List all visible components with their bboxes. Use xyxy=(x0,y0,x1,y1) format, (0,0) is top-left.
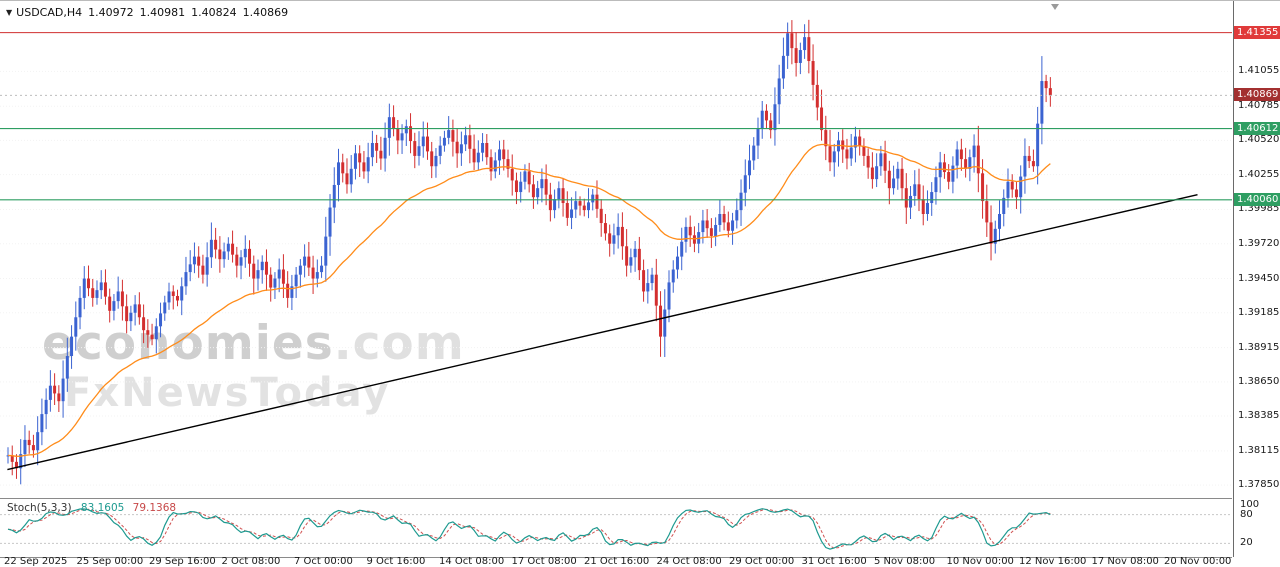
chart-shift-marker[interactable] xyxy=(1050,4,1059,10)
time-axis-label: 21 Oct 16:00 xyxy=(584,556,650,567)
ohlc-close-value: 1.40869 xyxy=(242,6,289,19)
price-tick-label: 1.38385 xyxy=(1238,410,1280,422)
price-tick-label: 1.38915 xyxy=(1238,341,1280,353)
stoch-level-label: 100 xyxy=(1240,499,1260,510)
price-axis[interactable]: 1.41055 1.40785 1.40520 1.40255 1.39985 1.397… xyxy=(1233,1,1280,557)
price-tick-label: 1.41055 xyxy=(1238,65,1280,77)
time-axis-label: 20 Nov 00:00 xyxy=(1164,556,1232,567)
time-axis-label: 10 Nov 00:00 xyxy=(946,556,1014,567)
stochastic-canvas[interactable] xyxy=(0,499,1232,557)
main-chart-canvas[interactable] xyxy=(0,1,1232,498)
stochastic-label: Stoch(5,3,3) 83.1605 79.1368 xyxy=(7,502,176,514)
time-axis[interactable]: 22 Sep 2025 25 Sep 00:00 29 Sep 16:00 2 Oct… xyxy=(0,556,1280,567)
watermark-brand: economies xyxy=(42,316,334,371)
stoch-indicator-name: Stoch(5,3,3) xyxy=(7,502,72,514)
time-axis-label: 24 Oct 08:00 xyxy=(656,556,722,567)
time-axis-label: 2 Oct 08:00 xyxy=(221,556,281,567)
current-price-tag: 1.40869 xyxy=(1234,88,1280,102)
price-tick-label: 1.38115 xyxy=(1238,444,1280,456)
support-price-tag: 1.40612 xyxy=(1234,121,1280,135)
stoch-level-label: 80 xyxy=(1240,508,1253,520)
chart-header: ▼ USDCAD,H4 1.40972 1.40981 1.40824 1.40869 xyxy=(6,6,288,19)
time-axis-label: 7 Oct 00:00 xyxy=(294,556,353,567)
time-axis-label: 9 Oct 16:00 xyxy=(366,556,426,567)
time-axis-label: 17 Nov 08:00 xyxy=(1091,556,1159,567)
stochastic-panel[interactable]: Stoch(5,3,3) 83.1605 79.1368 xyxy=(0,499,1232,558)
time-axis-label: 29 Sep 16:00 xyxy=(149,556,216,567)
price-tick-label: 1.39450 xyxy=(1238,272,1280,284)
time-axis-label: 29 Oct 00:00 xyxy=(729,556,795,567)
time-axis-label: 12 Nov 16:00 xyxy=(1019,556,1087,567)
time-axis-label: 31 Oct 16:00 xyxy=(801,556,867,567)
time-axis-label: 14 Oct 08:00 xyxy=(439,556,505,567)
time-axis-label: 22 Sep 2025 xyxy=(4,556,68,567)
price-tick-label: 1.40520 xyxy=(1238,134,1280,146)
symbol-dropdown-icon[interactable]: ▼ xyxy=(6,8,13,17)
chart-area[interactable]: economies.com FxNewsToday ▼ USDCAD,H4 1.40… xyxy=(0,1,1232,499)
price-tick-label: 1.40785 xyxy=(1238,100,1280,112)
stoch-level-label: 20 xyxy=(1240,537,1253,549)
watermark-brand-line: economies.com xyxy=(42,319,465,368)
stoch-d-value: 79.1368 xyxy=(132,502,177,514)
price-tick-label: 1.39720 xyxy=(1238,237,1280,249)
price-tick-label: 1.39185 xyxy=(1238,306,1280,318)
time-axis-label: 17 Oct 08:00 xyxy=(511,556,577,567)
price-tick-label: 1.37850 xyxy=(1238,479,1280,491)
price-tick-label: 1.39985 xyxy=(1238,203,1280,215)
ohlc-low-value: 1.40824 xyxy=(191,6,237,19)
price-tick-label: 1.40255 xyxy=(1238,168,1280,180)
ohlc-high-value: 1.40981 xyxy=(139,6,186,19)
support-price-tag: 1.40060 xyxy=(1234,192,1280,206)
price-tick-label: 1.38650 xyxy=(1238,375,1280,387)
symbol-label: USDCAD,H4 xyxy=(16,6,83,19)
resistance-price-tag: 1.41355 xyxy=(1234,25,1280,39)
watermark-brand-suffix: .com xyxy=(333,316,465,371)
ohlc-open-value: 1.40972 xyxy=(88,6,134,19)
time-axis-label: 5 Nov 08:00 xyxy=(874,556,936,567)
time-axis-label: 25 Sep 00:00 xyxy=(76,556,144,567)
stoch-k-value: 83.1605 xyxy=(80,502,125,514)
